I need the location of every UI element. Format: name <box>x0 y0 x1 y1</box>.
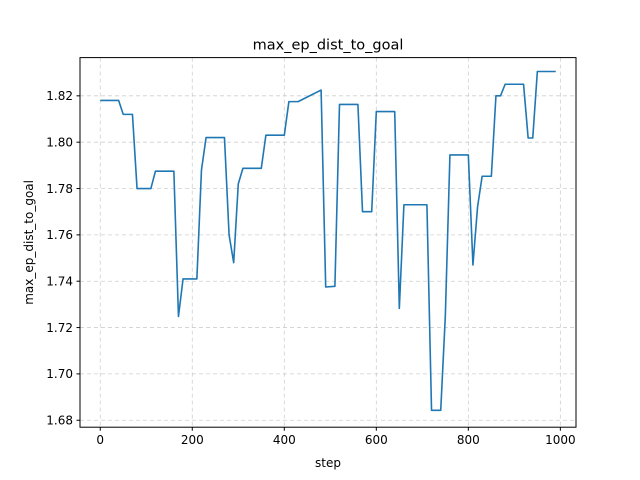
x-axis: 0 200 400 600 800 1000 <box>96 427 576 447</box>
series-line <box>100 70 556 412</box>
y-tick-label: 1.68 <box>46 414 73 428</box>
x-tick-label: 600 <box>365 433 388 447</box>
grid-layer <box>80 57 576 428</box>
y-tick-label: 1.74 <box>46 275 73 289</box>
y-tick-label: 1.82 <box>46 89 73 103</box>
y-tick-label: 1.70 <box>46 367 73 381</box>
y-tick-label: 1.76 <box>46 228 73 242</box>
x-tick-label: 0 <box>96 433 104 447</box>
plot-frame <box>79 57 577 428</box>
y-tick-label: 1.80 <box>46 135 73 149</box>
x-tick-label: 1000 <box>545 433 576 447</box>
x-tick-label: 400 <box>273 433 296 447</box>
y-tick-label: 1.78 <box>46 182 73 196</box>
x-tick-label: 800 <box>457 433 480 447</box>
x-axis-label: step <box>315 456 341 470</box>
y-axis: 1.68 1.70 1.72 1.74 1.76 1.78 1.80 1.82 <box>46 89 80 428</box>
x-tick-label: 200 <box>181 433 204 447</box>
chart-title: max_ep_dist_to_goal <box>253 38 404 54</box>
series-layer <box>100 70 556 412</box>
y-axis-label: max_ep_dist_to_goal <box>22 180 36 305</box>
y-tick-label: 1.72 <box>46 321 73 335</box>
